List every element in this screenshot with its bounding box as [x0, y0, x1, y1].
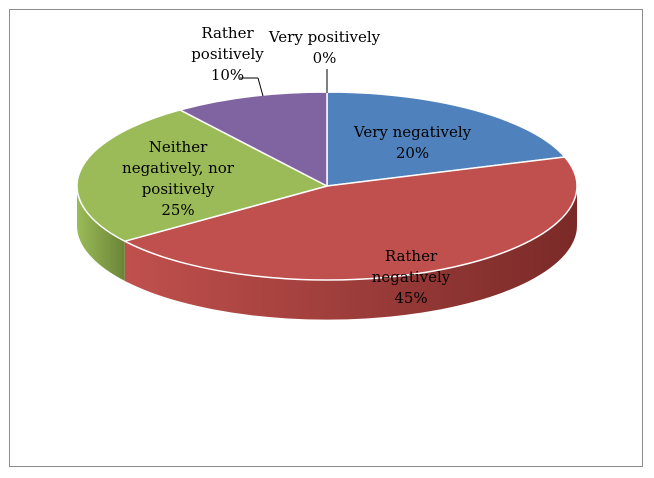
slice-label-text: Very positively [268, 28, 381, 46]
pie-slice-rather-positively [179, 91, 328, 187]
label-very-positively: Very positively 0% [262, 27, 387, 69]
label-neither: Neither negatively, nor positively 25% [112, 137, 244, 221]
pie-slice-very-negatively [326, 91, 566, 187]
label-very-negatively: Very negatively 20% [345, 122, 480, 164]
slice-pct-text: 45% [394, 289, 428, 307]
leader-line-rather-positively-2 [257, 77, 264, 97]
pie-slice-rather-negatively [123, 156, 578, 281]
pie-side-rather-negatively [124, 186, 577, 320]
slice-pct-text: 25% [161, 201, 195, 219]
label-rather-negatively: Rather negatively 45% [356, 246, 466, 309]
slice-label-text: Very negatively [353, 123, 472, 141]
slice-label-text: Rather negatively [371, 247, 451, 286]
pie-slice-neither-negatively-nor-positively [76, 109, 328, 243]
slice-pct-text: 10% [210, 66, 245, 84]
label-rather-positively: Rather positively 10% [180, 23, 275, 86]
slice-pct-text: 0% [312, 49, 337, 67]
slice-pct-text: 20% [395, 144, 430, 162]
slice-label-text: Rather positively [191, 24, 264, 63]
slice-label-text: Neither negatively, nor positively [122, 138, 234, 198]
pie-side-neither-negatively-nor-positively [77, 186, 125, 281]
